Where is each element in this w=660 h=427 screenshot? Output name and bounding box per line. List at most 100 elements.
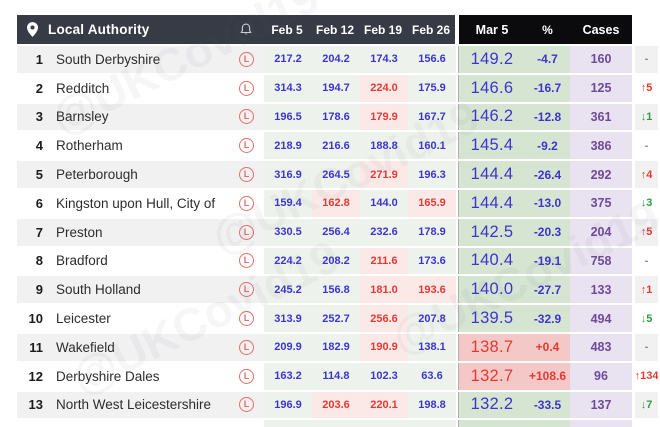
feb-rate-value: 220.1 [360, 391, 408, 419]
circled-l-icon: L [239, 397, 254, 413]
feb-rate-value: 144.0 [360, 189, 408, 217]
alert-cell[interactable]: L [229, 190, 264, 217]
column-divider [456, 161, 459, 188]
alert-cell[interactable]: L [229, 219, 264, 246]
row-rank: 12 [28, 368, 43, 384]
alert-cell[interactable]: L [229, 392, 264, 419]
column-divider [456, 391, 459, 419]
cases-value: 292 [570, 161, 632, 188]
mar5-rate-value: 138.7 [459, 333, 525, 361]
feb-rate-value: 207.8 [408, 305, 456, 332]
feb-rate-value: 138.1 [408, 333, 456, 361]
rank-trend: ↑134 [634, 370, 658, 383]
trend-column-header-empty [635, 15, 658, 44]
authority-name: Peterborough [56, 167, 138, 183]
column-divider [632, 420, 635, 427]
feb-rate-value [408, 420, 456, 427]
bell-icon[interactable] [228, 15, 263, 44]
table-row[interactable]: 2 Redditch L 314.3 194.7 224.0 175.9 146.6 -16.7… [17, 74, 658, 104]
alert-cell[interactable]: L [229, 334, 264, 361]
column-divider [632, 46, 635, 73]
column-divider [456, 132, 459, 160]
table-row[interactable]: 6 Kingston upon Hull, City of L 159.4 162.8 1… [17, 189, 658, 219]
feb-rate-value: 102.3 [360, 362, 408, 390]
percent-change-value: -27.7 [525, 276, 570, 304]
column-header-local-authority[interactable]: Local Authority [48, 15, 228, 44]
feb-rate-value: 179.9 [360, 103, 408, 131]
column-header-mar5[interactable]: Mar 5 [475, 22, 509, 37]
cases-value: 375 [570, 189, 632, 217]
alert-cell[interactable]: L [229, 104, 264, 131]
column-divider [632, 161, 635, 188]
table-row[interactable]: 10 Leicester L 313.9 252.7 256.6 207.8 139.5 -32… [17, 305, 658, 334]
row-rank: 3 [35, 109, 43, 125]
feb-rate-value: 196.5 [264, 103, 312, 131]
column-divider [456, 247, 459, 275]
feb-rate-value: 165.9 [408, 189, 456, 217]
rank-trend: - [644, 53, 649, 66]
alert-cell[interactable]: L [229, 276, 264, 303]
feb-rate-value: 198.8 [408, 391, 456, 419]
column-header-feb26[interactable]: Feb 26 [407, 15, 455, 44]
alert-cell[interactable]: L [229, 305, 264, 332]
rank-trend: ↓5 [640, 312, 653, 325]
cases-value: 494 [570, 305, 632, 332]
table-header: Local Authority Feb 5 Feb 12 Feb 19 Feb … [17, 15, 658, 44]
feb-rate-value: 224.2 [264, 247, 312, 275]
column-divider [632, 189, 635, 217]
table-row[interactable]: 13 North West Leicestershire L 196.9 203.6 22… [17, 391, 658, 421]
circled-l-icon: L [239, 167, 254, 183]
feb-rate-value: 173.6 [408, 247, 456, 275]
cases-value: 204 [570, 218, 632, 246]
feb-rate-value: 209.9 [264, 333, 312, 361]
column-divider [456, 420, 459, 427]
row-rank: 10 [28, 311, 43, 327]
column-divider [632, 218, 635, 246]
authority-name: Bradford [56, 253, 108, 269]
column-divider [632, 305, 635, 332]
feb-rate-value: 256.4 [312, 218, 360, 246]
header-divider [455, 15, 459, 44]
alert-cell[interactable]: L [229, 363, 264, 390]
rank-trend: ↓7 [640, 398, 653, 411]
percent-change-value: -32.9 [525, 305, 570, 332]
table-row[interactable]: 4 Rotherham L 218.9 216.6 188.8 160.1 145.4 -9.2… [17, 132, 658, 162]
table-row[interactable]: 9 South Holland L 245.2 156.8 181.0 193.6 140.0… [17, 276, 658, 306]
rank-trend [635, 420, 658, 427]
alert-cell[interactable]: L [229, 75, 264, 102]
column-header-cases[interactable]: Cases [582, 22, 620, 37]
alert-cell[interactable]: L [229, 248, 264, 275]
table-row[interactable]: 8 Bradford L 224.2 208.2 211.6 173.6 140.4 -19.1… [17, 247, 658, 277]
alert-cell[interactable]: L [229, 46, 264, 73]
table-row[interactable]: 1 South Derbyshire L 217.2 204.2 174.3 156.6 14… [17, 46, 658, 75]
feb-rate-value: 196.3 [408, 161, 456, 188]
table-row[interactable]: 11 Wakefield L 209.9 182.9 190.9 138.1 138.7 +0.… [17, 333, 658, 363]
percent-change-value: -26.4 [525, 161, 570, 188]
column-header-feb12[interactable]: Feb 12 [311, 15, 359, 44]
column-header-percent[interactable]: % [542, 22, 553, 37]
table-row[interactable]: 12 Derbyshire Dales L 163.2 114.8 102.3 63.6 13… [17, 362, 658, 392]
mar5-rate-value: 149.2 [459, 46, 525, 73]
table-row[interactable]: 3 Barnsley L 196.5 178.6 179.9 167.7 146.2 -12.8… [17, 103, 658, 133]
feb-rate-value: 211.6 [360, 247, 408, 275]
table-row[interactable]: 7 Preston L 330.5 256.4 232.6 178.9 142.5 -20.3 2… [17, 218, 658, 248]
table-row[interactable]: 5 Peterborough L 316.9 264.5 271.9 196.3 144.4-… [17, 161, 658, 190]
column-divider [632, 333, 635, 361]
column-divider [632, 74, 635, 102]
row-rank: 8 [35, 253, 43, 269]
authority-name: Derbyshire Dales [56, 368, 160, 384]
column-header-feb19[interactable]: Feb 19 [359, 15, 407, 44]
table-body: 1 South Derbyshire L 217.2 204.2 174.3 156.6 14… [17, 46, 658, 427]
cases-value: 125 [570, 74, 632, 102]
feb-rate-value: 181.0 [360, 276, 408, 304]
alert-cell[interactable]: L [229, 161, 264, 188]
alert-cell[interactable]: L [229, 132, 264, 159]
circled-l-icon: L [239, 339, 254, 355]
authority-name: Preston [56, 224, 103, 240]
column-header-feb5[interactable]: Feb 5 [263, 15, 311, 44]
cases-value: 96 [570, 362, 632, 390]
feb-rate-value: 114.8 [312, 362, 360, 390]
rank-trend: - [644, 341, 649, 354]
column-divider [456, 333, 459, 361]
header-divider [632, 15, 635, 44]
